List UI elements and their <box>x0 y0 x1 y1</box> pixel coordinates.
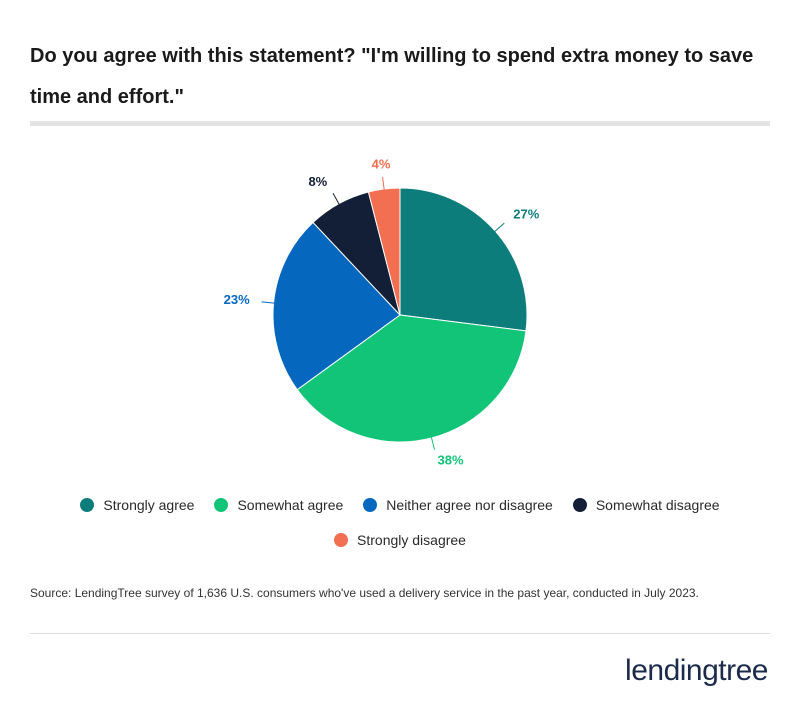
leader-line <box>430 435 436 450</box>
legend-label: Somewhat agree <box>237 497 344 513</box>
legend-marker <box>572 498 587 512</box>
leader-line <box>382 177 385 192</box>
chart-title: Do you agree with this statement? "I'm w… <box>30 45 754 108</box>
legend-item: Neither agree nor disagree <box>363 496 553 514</box>
data-label: 38% <box>438 453 464 468</box>
divider <box>30 633 770 634</box>
data-label: 4% <box>372 157 391 172</box>
legend-marker <box>214 498 229 512</box>
legend-item: Somewhat disagree <box>572 496 720 514</box>
data-label: 23% <box>224 292 250 307</box>
legend-label: Strongly disagree <box>357 532 466 548</box>
legend-marker <box>80 498 95 512</box>
leader-line <box>332 192 341 206</box>
source-note: Source: LendingTree survey of 1,636 U.S.… <box>30 586 699 600</box>
leader-line <box>261 301 276 304</box>
data-label: 27% <box>513 207 539 222</box>
legend-item: Strongly disagree <box>334 531 466 549</box>
legend-marker <box>334 533 349 547</box>
legend-item: Strongly agree <box>80 496 194 514</box>
legend-marker <box>363 498 378 512</box>
logo: lendingtree <box>625 654 768 687</box>
legend-label: Somewhat disagree <box>595 497 720 513</box>
legend: Strongly agree Somewhat agree Neither agre… <box>70 496 730 549</box>
legend-item: Somewhat agree <box>214 496 343 514</box>
leader-line <box>493 222 505 233</box>
data-label: 8% <box>308 174 327 189</box>
title-underline <box>30 121 770 126</box>
legend-label: Strongly agree <box>103 497 195 513</box>
pie-chart: 27% 38% 23% 8% 4% <box>224 157 540 468</box>
pie-slice <box>399 187 528 332</box>
legend-label: Neither agree nor disagree <box>386 497 553 513</box>
